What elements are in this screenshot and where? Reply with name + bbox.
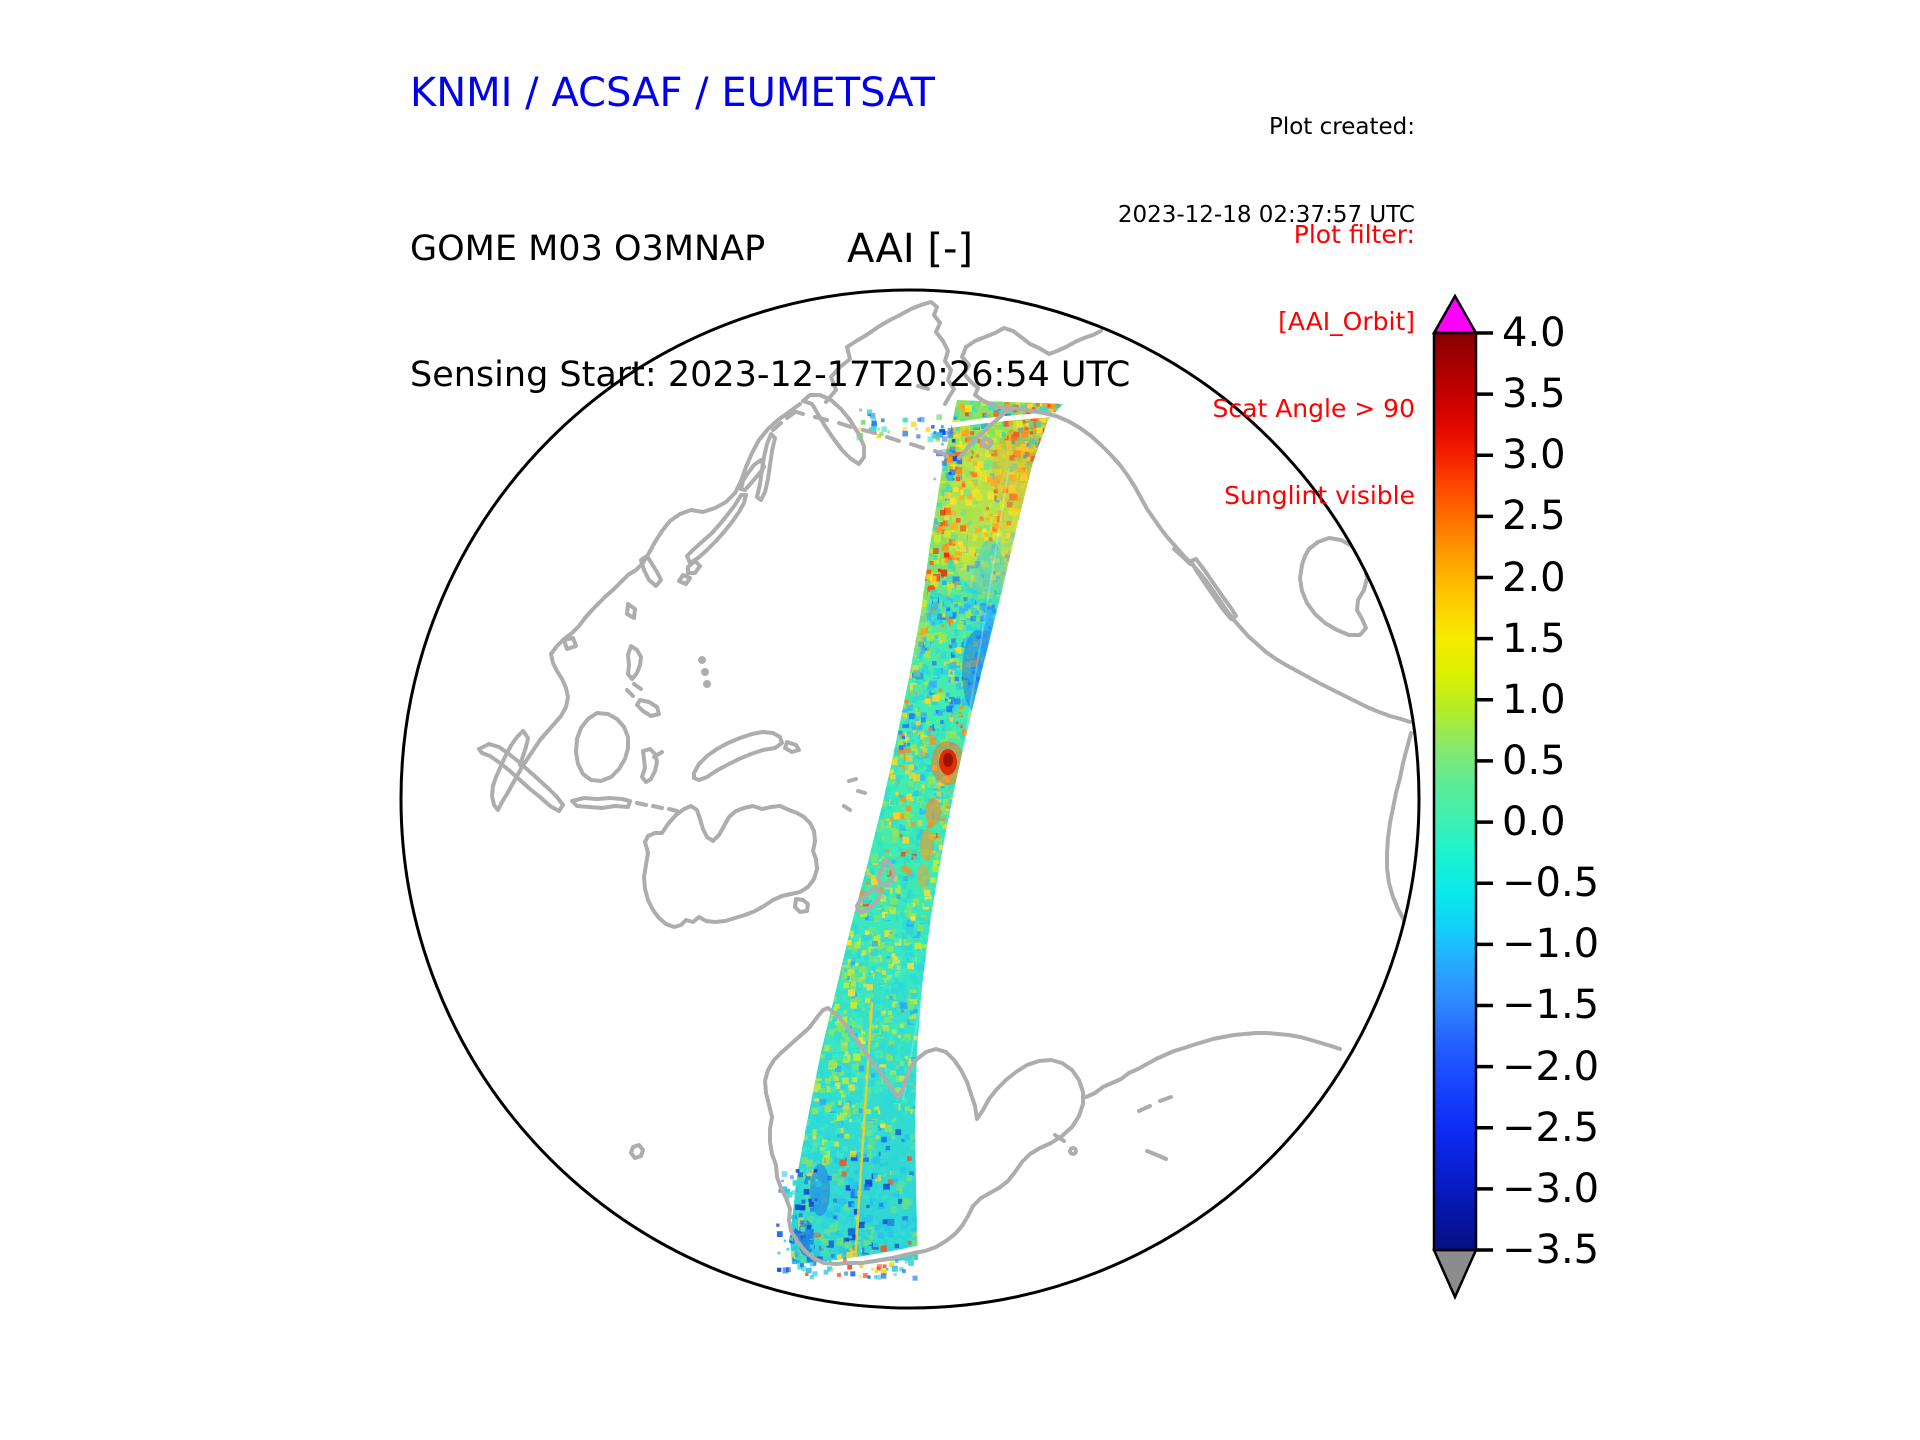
- colorbar-tick-label: 2.0: [1502, 554, 1566, 601]
- colorbar-over-arrow: [1431, 293, 1479, 335]
- coastline-hokkaido: [739, 458, 766, 492]
- plot-created-label: Plot created:: [1268, 113, 1415, 140]
- colorbar-tick-label: 4.0: [1502, 310, 1566, 356]
- coastline-new-zealand-south: [855, 885, 882, 914]
- coastline-lesser-sunda: [635, 801, 679, 813]
- colorbar-tick-label: −0.5: [1502, 860, 1600, 907]
- coastline-alaska-seward: [957, 345, 1010, 460]
- coastline-antarctic-peninsula: [1084, 1031, 1342, 1099]
- colorbar-tick-label: 2.5: [1502, 493, 1566, 540]
- coastline-kyushu-shikoku: [677, 559, 702, 586]
- product-name: GOME M03 O3MNAP: [410, 229, 766, 269]
- page-title: KNMI / ACSAF / EUMETSAT: [410, 70, 935, 116]
- colorbar-gradient: [1432, 331, 1478, 1252]
- coastline-vancouver-island: [1172, 547, 1192, 566]
- map-title: AAI [-]: [847, 226, 973, 272]
- swath-feature-orange-arc-2: [920, 829, 934, 861]
- swath-speckles: [790, 400, 1063, 1264]
- colorbar-tick-label: 1.0: [1502, 676, 1566, 723]
- coastline-mariana-island-2: [701, 668, 709, 676]
- colorbar-tick-label: −1.0: [1502, 921, 1600, 968]
- coastline-chukotka: [824, 300, 956, 406]
- colorbar-tick-label: −3.0: [1502, 1165, 1600, 1212]
- swath-feature-blue-bottom-1: [810, 1164, 830, 1216]
- coastline-sumatra: [477, 742, 565, 813]
- coastline-philippine-islands: [625, 682, 643, 698]
- colorbar-tick-label: 0.0: [1502, 799, 1566, 846]
- swath-feature-blue-cluster-2: [982, 618, 1002, 662]
- colorbar-tick-label: −3.5: [1502, 1227, 1600, 1273]
- swath-feature-yellow-mid-left: [883, 575, 927, 665]
- colorbar-tick-label: 0.5: [1502, 737, 1566, 784]
- swath-feature-yellow-streak-right: [1001, 505, 1029, 615]
- coastline-mindanao: [635, 698, 661, 718]
- coastline-new-zealand-north: [876, 858, 896, 887]
- product-block: GOME M03 O3MNAP Sensing Start: 2023-12-1…: [410, 144, 1130, 438]
- coastline-antarctic-islands: [1053, 1095, 1173, 1161]
- coastline-sulawesi: [640, 747, 664, 784]
- coastline-new-britain: [783, 740, 801, 754]
- plot-created-block: Plot created: 2023-12-18 02:37:57 UTC: [1118, 54, 1415, 260]
- coastline-alaska-north: [964, 326, 1103, 356]
- coastline-tasmania: [793, 897, 810, 914]
- coastline-st-lawrence-island: [916, 384, 930, 391]
- plot-filter-note: Plot filter: [AAI_Orbit] Scat Angle > 90…: [1213, 162, 1415, 539]
- coastline-antarctica: [763, 1006, 1085, 1266]
- coastline-korea: [639, 554, 663, 588]
- filter-line-4: Sunglint visible: [1224, 481, 1415, 510]
- coastline-okhotsk-asia-mainland: [490, 402, 802, 812]
- swath-seam-line: [853, 1001, 874, 1264]
- coastline-antarctic-islet: [1068, 1146, 1078, 1156]
- coastline-mariana-island-1: [698, 656, 706, 664]
- coastline-mariana-island-3: [703, 680, 711, 688]
- colorbar-tick-label: 1.5: [1502, 615, 1566, 662]
- filter-line-3: Scat Angle > 90: [1212, 394, 1415, 423]
- colorbar-tick-label: 3.0: [1502, 432, 1566, 479]
- swath-feature-red-blob-core: [943, 753, 953, 767]
- coastline-kodiak-island: [979, 436, 994, 450]
- swath-feature-orange-arc-3: [917, 864, 929, 888]
- swath-feature-blue-cluster: [962, 630, 994, 714]
- coastline-borneo: [574, 711, 630, 783]
- coastline-kamchatka: [801, 393, 866, 466]
- colorbar-tick-label: −2.5: [1502, 1104, 1600, 1151]
- coastline-taiwan: [625, 602, 637, 620]
- colorbar-under-arrow: [1432, 1248, 1478, 1301]
- filter-line-1: Plot filter:: [1293, 220, 1415, 249]
- coastline-aleutian-islands: [791, 409, 948, 457]
- coastline-new-guinea: [692, 730, 784, 782]
- coastline-java: [570, 796, 632, 810]
- coastline-hainan: [562, 636, 578, 651]
- coastline-australia: [642, 804, 819, 929]
- coastline-baja-california: [1189, 557, 1238, 621]
- globe-outline: [399, 288, 1421, 1310]
- coastline-macquarie-island: [629, 1143, 645, 1160]
- colorbar-tick-label: −1.5: [1502, 982, 1600, 1029]
- coastline-fiji-islands: [842, 777, 867, 812]
- filter-line-2: [AAI_Orbit]: [1278, 307, 1415, 336]
- swath-layer: [790, 400, 1065, 1270]
- colorbar: [1431, 293, 1493, 1301]
- colorbar-tick-label: 3.5: [1502, 371, 1566, 418]
- sensing-start: Sensing Start: 2023-12-17T20:26:54 UTC: [410, 355, 1131, 395]
- coastline-luzon: [626, 644, 643, 681]
- coastline-south-america-west: [1385, 731, 1413, 922]
- colorbar-tick-label: −2.0: [1502, 1043, 1600, 1090]
- swath-fringe-layer: [776, 408, 963, 1281]
- swath-feature-orange-arc-1: [925, 798, 941, 826]
- plot-created-timestamp: 2023-12-18 02:37:57 UTC: [1117, 202, 1415, 229]
